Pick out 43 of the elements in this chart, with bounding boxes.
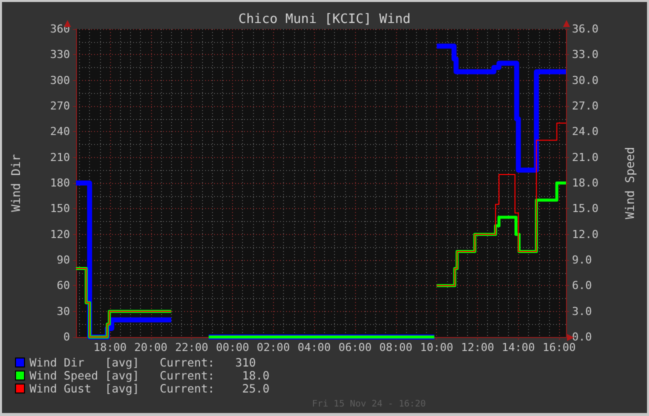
y-tick-label: 120 [50, 228, 70, 241]
legend-label: Wind Dir [avg] Current: 310 [30, 356, 256, 370]
y-tick-label: 30 [56, 304, 70, 318]
y2-tick-label: 9.0 [572, 254, 592, 266]
x-tick-label: 04:00 [298, 341, 331, 354]
y-tick-label: 270 [50, 100, 70, 112]
legend-label: Wind Gust [avg] Current: 25.0 [30, 382, 270, 396]
x-tick-label: 02:00 [256, 341, 290, 354]
y2-tick-label: 24.0 [572, 125, 598, 138]
y-tick-label: 90 [56, 254, 70, 266]
y-tick-label: 330 [50, 48, 70, 62]
chart-title: Chico Muni [KCIC] Wind [238, 12, 411, 27]
y2-tick-label: 33.0 [572, 48, 598, 62]
y2-tick-label: 27.0 [572, 100, 598, 112]
y2-tick-label: 36.0 [572, 22, 598, 36]
y-axis-title: Wind Dir [9, 154, 23, 212]
y-tick-label: 60 [56, 279, 70, 292]
y2-axis-title: Wind Speed [623, 146, 637, 220]
y-tick-label: 150 [50, 202, 70, 216]
x-tick-label: 22:00 [175, 341, 208, 354]
x-tick-label: 10:00 [420, 341, 454, 354]
y2-tick-label: 18.0 [572, 176, 598, 190]
y2-tick-label: 0.0 [572, 330, 592, 344]
y2-tick-label: 21.0 [572, 150, 598, 164]
x-tick-label: 16:00 [542, 341, 576, 354]
y-tick-label: 210 [50, 150, 70, 164]
x-tick-label: 12:00 [460, 341, 494, 354]
y2-tick-label: 12.0 [572, 228, 598, 241]
x-tick-label: 14:00 [502, 341, 535, 354]
y2-tick-label: 3.0 [572, 304, 592, 318]
x-tick-label: 20:00 [134, 341, 168, 354]
y2-tick-label: 15.0 [572, 202, 598, 216]
y-tick-label: 240 [50, 125, 70, 138]
legend-label: Wind Speed [avg] Current: 18.0 [30, 368, 270, 382]
x-tick-label: 08:00 [379, 341, 412, 354]
x-tick-label: 06:00 [338, 341, 372, 354]
y-tick-label: 180 [50, 176, 70, 190]
y2-tick-label: 30.0 [572, 74, 598, 87]
y-tick-label: 300 [50, 74, 70, 87]
x-tick-label: 00:00 [216, 341, 250, 354]
y-tick-label: 0 [63, 330, 70, 344]
y2-tick-label: 6.0 [572, 279, 592, 292]
x-tick-label: 18:00 [93, 341, 127, 354]
